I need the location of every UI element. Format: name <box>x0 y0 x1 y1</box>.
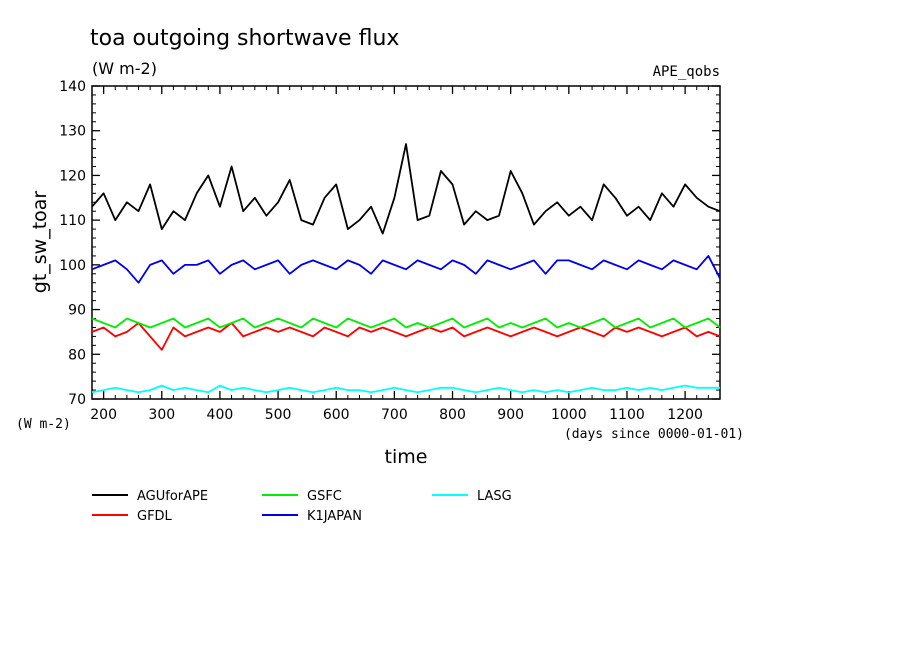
chart-units: (W m-2) <box>92 59 157 78</box>
series-line-gsfc <box>91 317 721 329</box>
x-tick-label: 700 <box>381 407 408 423</box>
x-tick-label: 300 <box>148 407 175 423</box>
x-tick-label: 1000 <box>551 407 587 423</box>
series-line-k1japan <box>91 254 721 284</box>
legend-label-lasg: LASG <box>477 489 512 504</box>
x-tick-label: 600 <box>323 407 350 423</box>
x-tick-label: 1100 <box>609 407 645 423</box>
y-tick-label: 80 <box>68 347 86 363</box>
y-tick-label: 110 <box>59 213 86 229</box>
x-tick-label: 900 <box>497 407 524 423</box>
y-tick-label: 100 <box>59 258 86 274</box>
x-tick-label: 400 <box>207 407 234 423</box>
legend-label-aguforape: AGUforAPE <box>137 489 208 504</box>
x-axis-units: (days since 0000-01-01) <box>564 427 744 442</box>
legend-label-gfdl: GFDL <box>137 509 173 524</box>
chart-title: toa outgoing shortwave flux <box>90 26 399 51</box>
x-tick-label: 1200 <box>667 407 703 423</box>
plot-frame <box>91 85 721 400</box>
legend-label-gsfc: GSFC <box>307 489 342 504</box>
legend-label-k1japan: K1JAPAN <box>307 509 362 524</box>
series-line-aguforape <box>91 143 721 235</box>
y-tick-label: 70 <box>68 392 86 408</box>
y-tick-label: 140 <box>59 79 86 95</box>
legend: AGUforAPE GFDL GSFC K1JAPAN LASG <box>92 489 512 524</box>
x-tick-label: 200 <box>90 407 117 423</box>
run-label: APE_qobs <box>653 64 720 80</box>
series-line-lasg <box>91 384 720 394</box>
y-tick-label: 90 <box>68 303 86 319</box>
y-tick-label: 120 <box>59 168 86 184</box>
x-tick-label: 800 <box>439 407 466 423</box>
y-axis-units: (W m-2) <box>16 417 71 432</box>
y-tick-label: 130 <box>59 124 86 140</box>
axis-ticks: 200 300 400 500 600 700 800 900 1000 1100 1200 70 80… <box>59 79 721 423</box>
series-lines <box>91 143 721 394</box>
x-axis-label: time <box>385 446 428 468</box>
y-axis-label: gt_sw_toar <box>29 191 51 294</box>
x-tick-label: 500 <box>265 407 292 423</box>
